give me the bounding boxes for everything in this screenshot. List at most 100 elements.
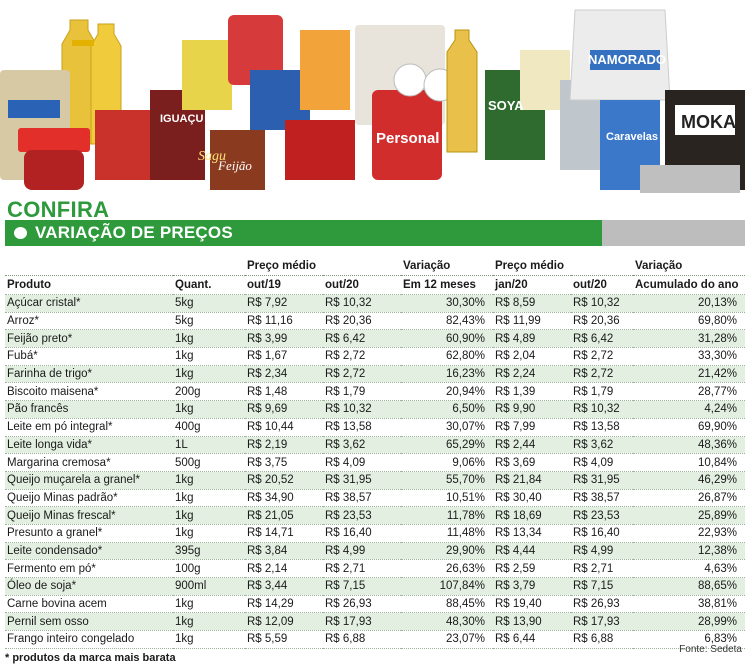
- table-cell: R$ 2,04: [493, 347, 571, 366]
- table-cell: R$ 26,93: [323, 594, 401, 613]
- table-cell: 33,30%: [633, 347, 745, 366]
- table-cell: R$ 3,84: [245, 541, 323, 560]
- table-cell: R$ 7,15: [323, 577, 401, 596]
- table-cell: R$ 6,42: [571, 329, 633, 348]
- table-cell: R$ 14,71: [245, 523, 323, 543]
- table-cell: Óleo de soja*: [5, 577, 173, 596]
- table-cell: R$ 1,67: [245, 347, 323, 366]
- table-cell: R$ 3,99: [245, 329, 323, 348]
- table-cell: R$ 34,90: [245, 488, 323, 507]
- table-cell: Pernil sem osso: [5, 612, 173, 631]
- table-cell: 88,65%: [633, 577, 745, 596]
- svg-text:Feijão: Feijão: [217, 158, 252, 173]
- table-cell: R$ 10,32: [571, 400, 633, 419]
- table-cell: 100g: [173, 559, 245, 578]
- table-row: Açúcar cristal* 5kg R$ 7,92 R$ 10,32 30,30% R…: [5, 294, 745, 313]
- table-cell: 20,13%: [633, 294, 745, 313]
- table-cell: 26,63%: [401, 559, 493, 578]
- table-row: Arroz* 5kg R$ 11,16 R$ 20,36 82,43% R$ 11,99 R…: [5, 311, 745, 330]
- svg-text:Sagu: Sagu: [198, 149, 226, 164]
- table-cell: R$ 38,57: [323, 488, 401, 507]
- table-cell: R$ 19,40: [493, 594, 571, 613]
- table-row: Margarina cremosa* 500g R$ 3,75 R$ 4,09 9,06…: [5, 453, 745, 472]
- column-header: Quant.: [175, 279, 212, 291]
- footnote: * produtos da marca mais barata: [5, 652, 176, 664]
- table-cell: R$ 11,99: [493, 311, 571, 330]
- table-cell: 5kg: [173, 294, 245, 313]
- table-cell: R$ 4,44: [493, 541, 571, 560]
- table-row: Queijo Minas padrão* 1kg R$ 34,90 R$ 38,57 1…: [5, 488, 745, 507]
- table-cell: 6,83%: [633, 630, 745, 649]
- table-cell: R$ 2,72: [571, 347, 633, 366]
- table-cell: Queijo muçarela a granel*: [5, 470, 173, 490]
- table-cell: R$ 20,36: [323, 311, 401, 330]
- table-cell: 38,81%: [633, 594, 745, 613]
- table-cell: R$ 4,99: [323, 541, 401, 560]
- table-cell: R$ 2,24: [493, 364, 571, 383]
- table-cell: R$ 4,09: [323, 453, 401, 472]
- svg-text:MOKA: MOKA: [681, 112, 736, 132]
- table-cell: R$ 2,59: [493, 559, 571, 578]
- table-cell: R$ 38,57: [571, 488, 633, 507]
- table-cell: R$ 13,90: [493, 612, 571, 631]
- table-cell: R$ 1,79: [571, 382, 633, 401]
- table-cell: 25,89%: [633, 506, 745, 525]
- table-cell: 1kg: [173, 329, 245, 348]
- table-cell: 1kg: [173, 506, 245, 525]
- header-group-variation-2: Variação: [633, 257, 745, 276]
- table-cell: 62,80%: [401, 347, 493, 366]
- table-cell: 30,07%: [401, 417, 493, 436]
- table-row: Feijão preto* 1kg R$ 3,99 R$ 6,42 60,90% R$ 4…: [5, 329, 745, 348]
- table-cell: R$ 12,09: [245, 612, 323, 631]
- svg-text:IGUAÇU: IGUAÇU: [160, 113, 203, 125]
- table-cell: R$ 13,58: [571, 417, 633, 436]
- table-cell: R$ 17,93: [571, 612, 633, 631]
- table-cell: 21,42%: [633, 364, 745, 383]
- table-cell: R$ 3,75: [245, 453, 323, 472]
- table-cell: R$ 9,90: [493, 400, 571, 419]
- table-cell: Queijo Minas frescal*: [5, 506, 173, 525]
- table-row: Leite condensado* 395g R$ 3,84 R$ 4,99 29,90…: [5, 541, 745, 560]
- table-cell: R$ 6,88: [323, 630, 401, 649]
- table-cell: Fubá*: [5, 347, 173, 366]
- table-row: Fermento em pó* 100g R$ 2,14 R$ 2,71 26,63% R…: [5, 559, 745, 578]
- table-cell: 48,36%: [633, 435, 745, 454]
- svg-text:Caravelas: Caravelas: [606, 131, 658, 143]
- table-row: Leite longa vida* 1L R$ 2,19 R$ 3,62 65,29% R…: [5, 435, 745, 454]
- table-cell: R$ 8,59: [493, 294, 571, 313]
- table-cell: R$ 16,40: [323, 523, 401, 543]
- bullet-icon: [14, 227, 27, 239]
- table-cell: 12,38%: [633, 541, 745, 560]
- table-cell: 1L: [173, 435, 245, 454]
- table-cell: Leite condensado*: [5, 541, 173, 560]
- table-cell: R$ 23,53: [571, 506, 633, 525]
- header-empty: [5, 257, 173, 276]
- table-cell: 4,24%: [633, 400, 745, 419]
- table-cell: R$ 7,92: [245, 294, 323, 313]
- table-cell: 200g: [173, 382, 245, 401]
- table-cell: R$ 2,72: [323, 347, 401, 366]
- svg-text:Personal: Personal: [376, 130, 439, 147]
- table-cell: 28,99%: [633, 612, 745, 631]
- table-cell: 55,70%: [401, 470, 493, 490]
- table-cell: R$ 6,42: [323, 329, 401, 348]
- table-cell: R$ 2,44: [493, 435, 571, 454]
- table-cell: Feijão preto*: [5, 329, 173, 348]
- table-cell: Queijo Minas padrão*: [5, 488, 173, 507]
- table-cell: R$ 17,93: [323, 612, 401, 631]
- table-cell: 1kg: [173, 470, 245, 490]
- table-cell: R$ 4,09: [571, 453, 633, 472]
- table-cell: 20,94%: [401, 382, 493, 401]
- table-cell: R$ 3,44: [245, 577, 323, 596]
- table-cell: R$ 13,58: [323, 417, 401, 436]
- svg-text:SOYA: SOYA: [488, 98, 524, 113]
- table-row: Farinha de trigo* 1kg R$ 2,34 R$ 2,72 16,23%…: [5, 364, 745, 383]
- table-row: Pão francês 1kg R$ 9,69 R$ 10,32 6,50% R$ 9,9…: [5, 400, 745, 419]
- table-cell: R$ 10,44: [245, 417, 323, 436]
- table-cell: 395g: [173, 541, 245, 560]
- header-group-variation-1: Variação: [401, 257, 493, 276]
- table-cell: R$ 2,72: [571, 364, 633, 383]
- header-group-price-2: Preço médio: [493, 257, 633, 276]
- table-row: Carne bovina acem 1kg R$ 14,29 R$ 26,93 88,4…: [5, 594, 745, 613]
- table-cell: 48,30%: [401, 612, 493, 631]
